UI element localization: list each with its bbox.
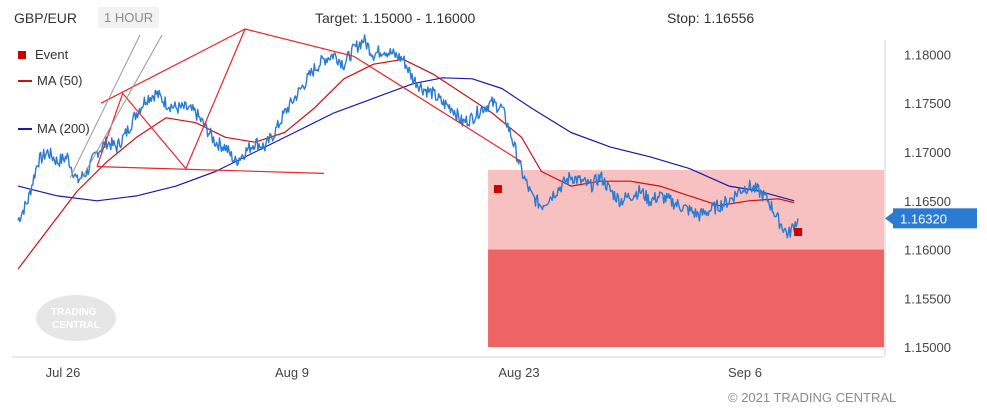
y-tick-label: 1.15000: [904, 340, 951, 355]
y-tick-label: 1.16000: [904, 243, 951, 258]
x-tick-label: Jul 26: [46, 365, 81, 380]
pattern-line: [96, 28, 522, 170]
stop-zone: [488, 170, 884, 250]
target-label: Target: 1.15000 - 1.16000: [315, 10, 476, 26]
y-axis: 1.18000 1.17500 1.17000 1.16500 1.16000 1.155…: [884, 40, 951, 356]
pattern-line: [96, 166, 325, 174]
y-tick-label: 1.17500: [904, 96, 951, 111]
ma50-swatch-icon: [18, 79, 32, 82]
watermark-shape: [36, 295, 116, 341]
legend-ma200-label: MA (200): [37, 121, 90, 136]
legend-ma50: MA (50): [18, 73, 83, 88]
ma200-series-line: [17, 77, 795, 202]
events-layer: [493, 185, 803, 236]
y-tick-label: 1.15500: [904, 291, 951, 306]
ma200-swatch-icon: [18, 127, 32, 130]
x-tick-label: Aug 23: [498, 365, 539, 380]
price-series-line: [17, 34, 799, 239]
timeframe-badge[interactable]: 1 HOUR: [98, 7, 160, 28]
fan-line: [69, 34, 141, 179]
y-tick-label: 1.16500: [904, 194, 951, 209]
zones-layer: [488, 170, 884, 348]
legend-ma200: MA (200): [18, 121, 90, 136]
event-swatch-icon: [18, 50, 26, 59]
symbol-label: GBP/EUR: [14, 10, 78, 26]
watermark-text: TRADING CENTRAL: [51, 302, 101, 331]
copyright-text: © 2021 TRADING CENTRAL: [728, 390, 897, 405]
fan-line: [81, 34, 163, 179]
x-axis: Jul 26 Aug 9 Aug 23 Sep 6: [12, 356, 884, 380]
x-tick-label: Aug 9: [275, 365, 309, 380]
x-tick-label: Sep 6: [728, 365, 762, 380]
legend-event: Event: [18, 47, 68, 62]
last-price-badge: 1.16320: [885, 208, 977, 229]
legend-event-label: Event: [35, 47, 69, 62]
pattern-line: [100, 28, 246, 104]
badge-arrow-icon: [885, 212, 893, 225]
legend-ma50-label: MA (50): [37, 73, 83, 88]
badge-background: [893, 208, 977, 229]
y-tick-label: 1.17000: [904, 145, 951, 160]
event-marker: [493, 185, 502, 194]
y-tick-label: 1.18000: [904, 47, 951, 62]
stop-label: Stop: 1.16556: [667, 10, 755, 26]
pattern-layer: [69, 28, 522, 179]
last-price-value: 1.16320: [900, 211, 947, 226]
target-zone: [488, 249, 884, 348]
watermark-logo: TRADING CENTRAL: [36, 295, 116, 341]
event-marker: [794, 227, 803, 236]
